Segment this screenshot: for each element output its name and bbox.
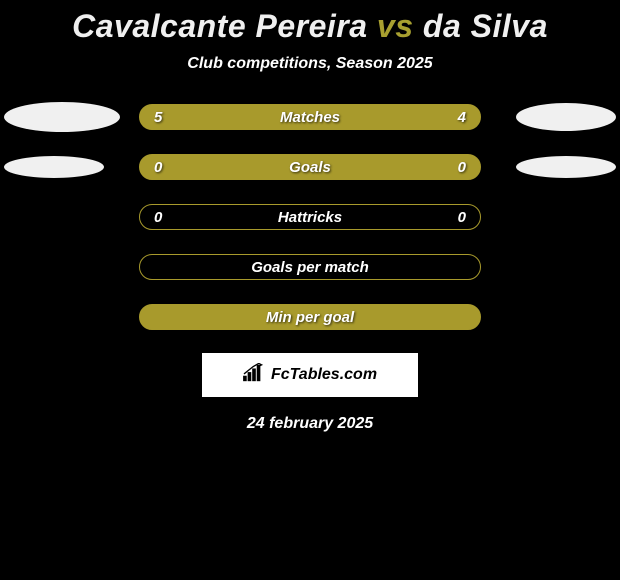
stat-label: Goals <box>289 159 331 176</box>
right-ellipse <box>516 156 616 178</box>
stat-bar: 0 Goals 0 <box>139 154 481 180</box>
stat-bar: Min per goal <box>139 304 481 330</box>
comparison-container: Cavalcante Pereira vs da Silva Club comp… <box>0 0 620 433</box>
stat-right-value: 0 <box>458 159 466 176</box>
vs-separator: vs <box>377 8 414 44</box>
stat-label: Goals per match <box>251 259 369 276</box>
stat-bar: Goals per match <box>139 254 481 280</box>
stat-left-value: 0 <box>154 209 162 226</box>
stat-row: Min per goal <box>0 303 620 331</box>
left-ellipse <box>4 156 104 178</box>
badge-text: FcTables.com <box>271 366 377 384</box>
player1-name: Cavalcante Pereira <box>72 8 367 44</box>
stats-area: 5 Matches 4 0 Goals 0 0 Hattricks 0 Goals per mat… <box>0 103 620 331</box>
stat-row: 5 Matches 4 <box>0 103 620 131</box>
page-title: Cavalcante Pereira vs da Silva <box>0 8 620 45</box>
date-label: 24 february 2025 <box>0 415 620 433</box>
stat-left-value: 0 <box>154 159 162 176</box>
stat-label: Min per goal <box>266 309 354 326</box>
right-ellipse <box>516 103 616 131</box>
stat-left-value: 5 <box>154 109 162 126</box>
stat-row: Goals per match <box>0 253 620 281</box>
stat-label: Hattricks <box>278 209 342 226</box>
stat-right-value: 0 <box>458 209 466 226</box>
stat-bar: 0 Hattricks 0 <box>139 204 481 230</box>
subtitle: Club competitions, Season 2025 <box>0 55 620 73</box>
player2-name: da Silva <box>423 8 548 44</box>
stat-label: Matches <box>280 109 340 126</box>
stat-row: 0 Hattricks 0 <box>0 203 620 231</box>
bar-chart-icon <box>243 363 265 388</box>
stat-row: 0 Goals 0 <box>0 153 620 181</box>
source-badge: FcTables.com <box>202 353 418 397</box>
stat-right-value: 4 <box>458 109 466 126</box>
stat-bar: 5 Matches 4 <box>139 104 481 130</box>
left-ellipse <box>4 102 120 132</box>
